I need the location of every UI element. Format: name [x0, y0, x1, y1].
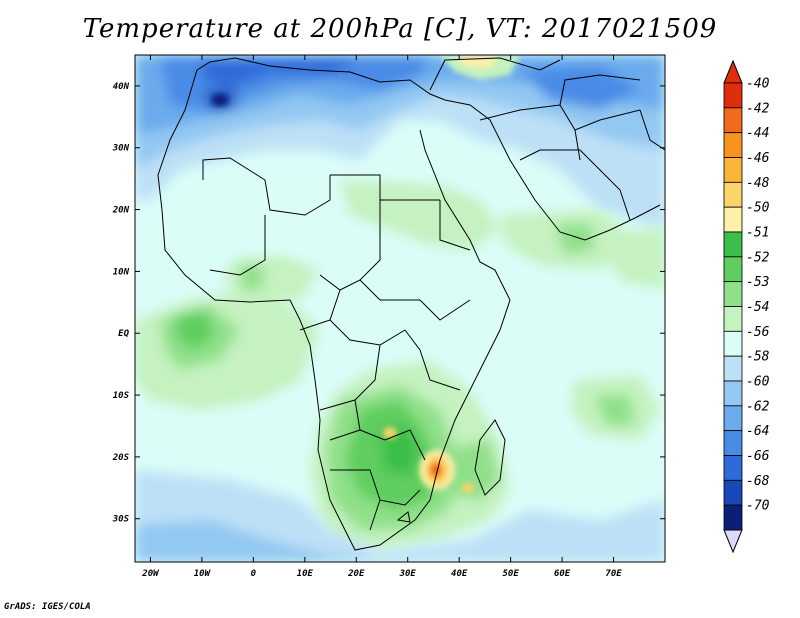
colorbar-label: -50 — [746, 201, 770, 216]
colorbar-label: -58 — [746, 350, 770, 365]
colorbar-swatch — [723, 256, 743, 283]
colorbar-swatch — [723, 355, 743, 382]
colorbar-swatch — [723, 206, 743, 233]
lon-tick-label: 0 — [251, 569, 257, 579]
colorbar-label: -51 — [746, 226, 769, 241]
colorbar-label: -68 — [746, 474, 770, 489]
colorbar-swatch — [723, 181, 743, 208]
colorbar-swatch — [723, 306, 743, 332]
colorbar-swatch — [723, 455, 743, 481]
colorbar-label: -56 — [746, 325, 770, 340]
colorbar-bottom-arrow — [723, 529, 743, 554]
lon-tick-label: 20E — [347, 569, 365, 579]
lat-tick-label: 20S — [112, 453, 130, 463]
map-title: Temperature at 200hPa [C], VT: 201702150… — [82, 14, 718, 44]
country-borders — [157, 57, 665, 551]
colorbar-label: -46 — [746, 151, 770, 166]
colorbar-swatch — [723, 132, 743, 158]
longitude-labels: 20W 10W 0 10E 20E 30E 40E 50E 60E 70E — [141, 569, 622, 579]
lat-tick-label: 10S — [113, 391, 130, 401]
colorbar-swatch — [723, 504, 743, 531]
colorbar-label: -42 — [746, 101, 770, 116]
colorbar-swatch — [723, 405, 743, 432]
colorbar-label: -54 — [746, 300, 769, 315]
lon-tick-label: 30E — [399, 569, 417, 579]
colorbar-swatch — [723, 82, 743, 109]
colorbar-swatch — [723, 479, 743, 506]
lon-tick-label: 10E — [297, 569, 314, 579]
lon-tick-label: 70E — [605, 569, 622, 579]
colorbar-swatch — [723, 107, 743, 134]
lon-tick-label: 40E — [451, 569, 468, 579]
colorbar-label: -62 — [746, 399, 770, 414]
colorbar-label: -66 — [746, 449, 770, 464]
colorbar-swatch — [723, 157, 743, 183]
lon-tick-label: 10W — [194, 569, 212, 579]
lon-tick-label: 20W — [141, 569, 160, 579]
colorbar-swatch — [723, 330, 743, 357]
lat-tick-label: 40N — [113, 82, 130, 92]
colorbar-label: -60 — [746, 375, 770, 390]
lat-tick-label: 30N — [112, 144, 130, 154]
colorbar-swatch — [723, 281, 743, 307]
lon-tick-label: 50E — [502, 569, 519, 579]
latitude-labels: 40N 30N 20N 10N EQ 10S 20S 30S — [112, 82, 130, 525]
colorbar-label: -52 — [746, 250, 770, 265]
colorbar-swatch — [723, 430, 743, 456]
colorbar: -40 -42 -44 -46 -48 -50 -51 -52 -53 -54 -56 -58 -60 -… — [723, 59, 770, 554]
plot-frame — [134, 54, 666, 563]
colorbar-label: -48 — [746, 176, 770, 191]
colorbar-label: -70 — [746, 499, 770, 514]
colorbar-top-arrow — [723, 59, 743, 84]
colorbar-label: -44 — [746, 126, 769, 141]
colorbar-swatch — [723, 231, 743, 258]
lon-tick-label: 60E — [554, 569, 571, 579]
axis-ticks — [135, 55, 665, 562]
temperature-field — [135, 55, 665, 562]
lat-tick-label: 30S — [112, 515, 130, 525]
lat-tick-label: 20N — [112, 206, 130, 216]
lat-tick-label: EQ — [118, 329, 129, 339]
colorbar-label: -40 — [746, 77, 770, 92]
lat-tick-label: 10N — [113, 267, 130, 277]
colorbar-swatch — [723, 380, 743, 407]
colorbar-label: -64 — [746, 424, 769, 439]
colorbar-label: -53 — [746, 275, 769, 290]
credit-text: GrADS: IGES/COLA — [4, 602, 91, 612]
